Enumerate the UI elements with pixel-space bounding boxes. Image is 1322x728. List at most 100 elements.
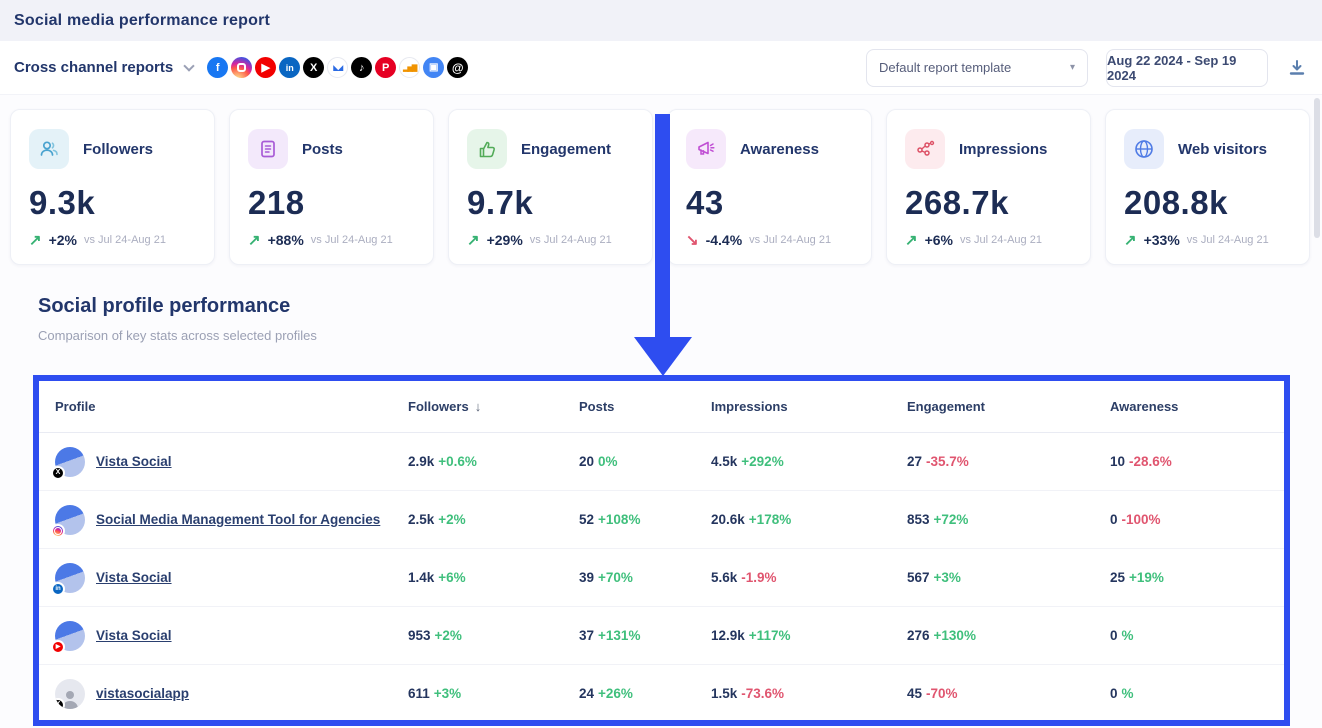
card-compare-label: vs Jul 24-Aug 21 — [529, 234, 612, 246]
date-range-picker[interactable]: Aug 22 2024 - Sep 19 2024 — [1106, 48, 1268, 87]
pinterest-icon[interactable]: P — [375, 57, 397, 78]
card-compare-label: vs Jul 24-Aug 21 — [960, 234, 1042, 246]
trend-up-icon: ↗ — [467, 232, 480, 249]
card-change-pct: +33% — [1143, 232, 1180, 248]
card-value: 218 — [248, 184, 305, 221]
profile-link[interactable]: Social Media Management Tool for Agencie… — [96, 512, 381, 527]
youtube-badge-icon: ▶ — [51, 639, 65, 654]
stat-card-web-visitors: Web visitors 208.8k ↗ +33% vs Jul 24-Aug… — [1105, 109, 1310, 265]
col-followers[interactable]: Followers ↓ — [408, 399, 482, 414]
facebook-icon[interactable]: f — [207, 57, 229, 78]
card-label: Engagement — [521, 140, 612, 158]
table-row: in Vista Social 1.4k +6% 39 +70% 5.6k -1.9%… — [39, 549, 1284, 607]
card-compare-label: vs Jul 24-Aug 21 — [1186, 234, 1269, 246]
download-icon — [1289, 59, 1305, 75]
trend-down-icon: ↘ — [686, 232, 699, 249]
linkedin-badge-icon: in — [51, 581, 65, 596]
section-header: Social profile performance Comparison of… — [0, 265, 1322, 343]
engagement-icon — [467, 129, 507, 169]
card-compare-label: vs Jul 24-Aug 21 — [84, 234, 166, 246]
card-compare-label: vs Jul 24-Aug 21 — [310, 234, 393, 246]
stat-card-impressions: Impressions 268.7k ↗ +6% vs Jul 24-Aug 2… — [886, 109, 1091, 265]
profile-link[interactable]: Vista Social — [96, 570, 172, 585]
card-value: 268.7k — [905, 184, 1009, 221]
trend-up-icon: ↗ — [905, 232, 918, 249]
col-profile[interactable]: Profile — [55, 399, 96, 414]
channel-icons: f ▶ in X ◣◢ ♪ P ▂▅▇ ▣ @ — [207, 57, 469, 78]
card-change-pct: -4.4% — [705, 232, 743, 248]
card-label: Impressions — [959, 140, 1048, 158]
table-header-row: Profile Followers ↓ Posts Impressions En… — [39, 381, 1284, 433]
avatar: X — [55, 678, 85, 709]
trend-up-icon: ↗ — [1124, 232, 1137, 249]
google-analytics-icon[interactable]: ▂▅▇ — [399, 57, 421, 78]
stat-cards-row: Followers 9.3k ↗ +2% vs Jul 24-Aug 21 Po… — [0, 95, 1322, 265]
download-button[interactable] — [1286, 57, 1308, 79]
toolbar: Cross channel reports f ▶ in X ◣◢ ♪ P ▂▅… — [0, 41, 1322, 95]
table-row: Social Media Management Tool for Agencie… — [39, 491, 1284, 549]
avatar: in — [51, 562, 85, 596]
impressions-icon — [905, 129, 945, 169]
stat-card-posts: Posts 218 ↗ +88% vs Jul 24-Aug 21 — [229, 109, 434, 265]
stat-card-awareness: Awareness 43 ↘ -4.4% vs Jul 24-Aug 21 — [667, 109, 872, 265]
report-template-select[interactable]: Default report template ▾ — [866, 48, 1088, 87]
scrollbar-thumb[interactable] — [1314, 98, 1320, 238]
col-posts[interactable]: Posts — [579, 399, 615, 414]
x-twitter-badge-icon: X — [55, 697, 65, 709]
table-row: X vistasocialapp 611 +3% 24 +26% 1.5k -73.6… — [39, 665, 1284, 720]
col-impressions[interactable]: Impressions — [711, 399, 788, 414]
google-business-icon[interactable]: ▣ — [423, 57, 445, 78]
card-label: Posts — [302, 140, 343, 158]
x-twitter-badge-icon: X — [51, 465, 65, 480]
avatar: ▶ — [51, 620, 85, 654]
card-change-pct: +6% — [924, 232, 953, 248]
card-value: 43 — [686, 184, 724, 221]
report-template-value: Default report template — [879, 60, 1012, 75]
stat-card-engagement: Engagement 9.7k ↗ +29% vs Jul 24-Aug 21 — [448, 109, 653, 265]
chevron-down-icon[interactable] — [183, 59, 195, 72]
titlebar: Social media performance report — [0, 0, 1322, 41]
col-engagement[interactable]: Engagement — [907, 399, 986, 414]
followers-icon — [29, 129, 69, 169]
x-twitter-icon[interactable]: X — [303, 57, 325, 78]
profile-performance-table: Profile Followers ↓ Posts Impressions En… — [33, 375, 1290, 726]
instagram-icon[interactable] — [231, 57, 253, 78]
reports-menu[interactable]: Cross channel reports — [14, 59, 174, 76]
table-row: X Vista Social 2.9k +0.6% 20 0% 4.5k +292% … — [39, 433, 1284, 491]
stat-card-followers: Followers 9.3k ↗ +2% vs Jul 24-Aug 21 — [10, 109, 215, 265]
globe-icon — [1124, 129, 1164, 169]
instagram-badge-icon — [51, 523, 65, 538]
profile-link[interactable]: vistasocialapp — [96, 686, 190, 701]
col-awareness[interactable]: Awareness — [1110, 399, 1179, 414]
card-label: Awareness — [740, 140, 819, 158]
youtube-icon[interactable]: ▶ — [255, 57, 277, 78]
card-change-pct: +29% — [486, 232, 523, 248]
threads-icon[interactable]: @ — [447, 57, 469, 78]
vertical-scrollbar[interactable] — [1314, 98, 1320, 728]
profile-link[interactable]: Vista Social — [96, 628, 172, 643]
posts-icon — [248, 129, 288, 169]
person-icon — [62, 690, 78, 709]
card-compare-label: vs Jul 24-Aug 21 — [749, 234, 832, 246]
page-title: Social media performance report — [14, 11, 271, 29]
awareness-icon — [686, 129, 726, 169]
section-title: Social profile performance — [38, 295, 291, 317]
linkedin-icon[interactable]: in — [279, 57, 301, 78]
trend-up-icon: ↗ — [29, 232, 42, 249]
table-row: ▶ Vista Social 953 +2% 37 +131% 12.9k +117%… — [39, 607, 1284, 665]
avatar — [51, 504, 85, 538]
card-change-pct: +2% — [48, 232, 77, 248]
tiktok-icon[interactable]: ♪ — [351, 57, 373, 78]
caret-down-icon: ▾ — [1069, 62, 1075, 73]
annotation-arrow-head-icon — [634, 337, 692, 376]
sort-desc-icon: ↓ — [474, 399, 482, 414]
card-label: Followers — [83, 140, 154, 158]
avatar: X — [51, 446, 85, 480]
card-value: 208.8k — [1124, 184, 1228, 221]
profile-link[interactable]: Vista Social — [96, 454, 172, 469]
card-value: 9.7k — [467, 184, 534, 221]
section-subtitle: Comparison of key stats across selected … — [38, 328, 317, 343]
trend-up-icon: ↗ — [248, 232, 261, 249]
bluesky-icon[interactable]: ◣◢ — [327, 57, 349, 78]
